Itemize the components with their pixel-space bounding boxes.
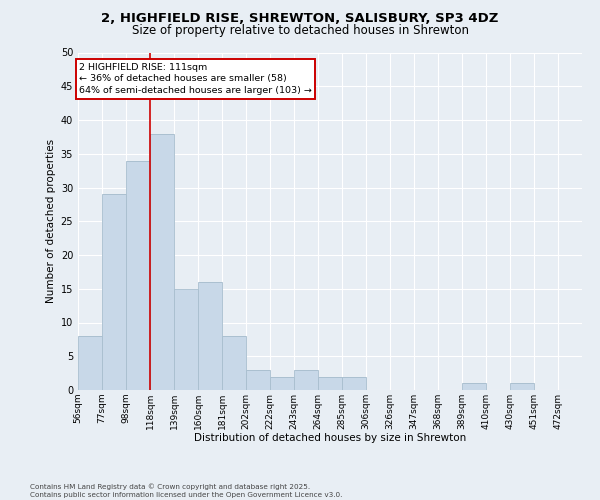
Bar xyxy=(102,194,126,390)
Bar xyxy=(126,160,150,390)
Bar xyxy=(342,376,366,390)
Bar xyxy=(342,376,366,390)
Bar xyxy=(294,370,318,390)
Bar xyxy=(510,383,534,390)
Bar xyxy=(150,134,174,390)
Bar xyxy=(198,282,222,390)
Bar xyxy=(270,376,294,390)
Bar xyxy=(318,376,342,390)
Bar xyxy=(102,194,126,390)
Bar xyxy=(198,282,222,390)
Bar xyxy=(174,289,198,390)
Bar xyxy=(246,370,270,390)
Bar xyxy=(222,336,246,390)
Text: Contains HM Land Registry data © Crown copyright and database right 2025.
Contai: Contains HM Land Registry data © Crown c… xyxy=(30,484,343,498)
Bar xyxy=(222,336,246,390)
X-axis label: Distribution of detached houses by size in Shrewton: Distribution of detached houses by size … xyxy=(194,434,466,444)
Bar xyxy=(510,383,534,390)
Text: 2 HIGHFIELD RISE: 111sqm
← 36% of detached houses are smaller (58)
64% of semi-d: 2 HIGHFIELD RISE: 111sqm ← 36% of detach… xyxy=(79,62,312,95)
Bar xyxy=(78,336,102,390)
Bar xyxy=(294,370,318,390)
Bar xyxy=(78,336,102,390)
Bar xyxy=(246,370,270,390)
Bar xyxy=(318,376,342,390)
Bar xyxy=(270,376,294,390)
Bar xyxy=(462,383,486,390)
Y-axis label: Number of detached properties: Number of detached properties xyxy=(46,139,56,304)
Bar xyxy=(126,160,150,390)
Text: 2, HIGHFIELD RISE, SHREWTON, SALISBURY, SP3 4DZ: 2, HIGHFIELD RISE, SHREWTON, SALISBURY, … xyxy=(101,12,499,26)
Bar xyxy=(150,134,174,390)
Bar xyxy=(462,383,486,390)
Text: Size of property relative to detached houses in Shrewton: Size of property relative to detached ho… xyxy=(131,24,469,37)
Bar xyxy=(174,289,198,390)
